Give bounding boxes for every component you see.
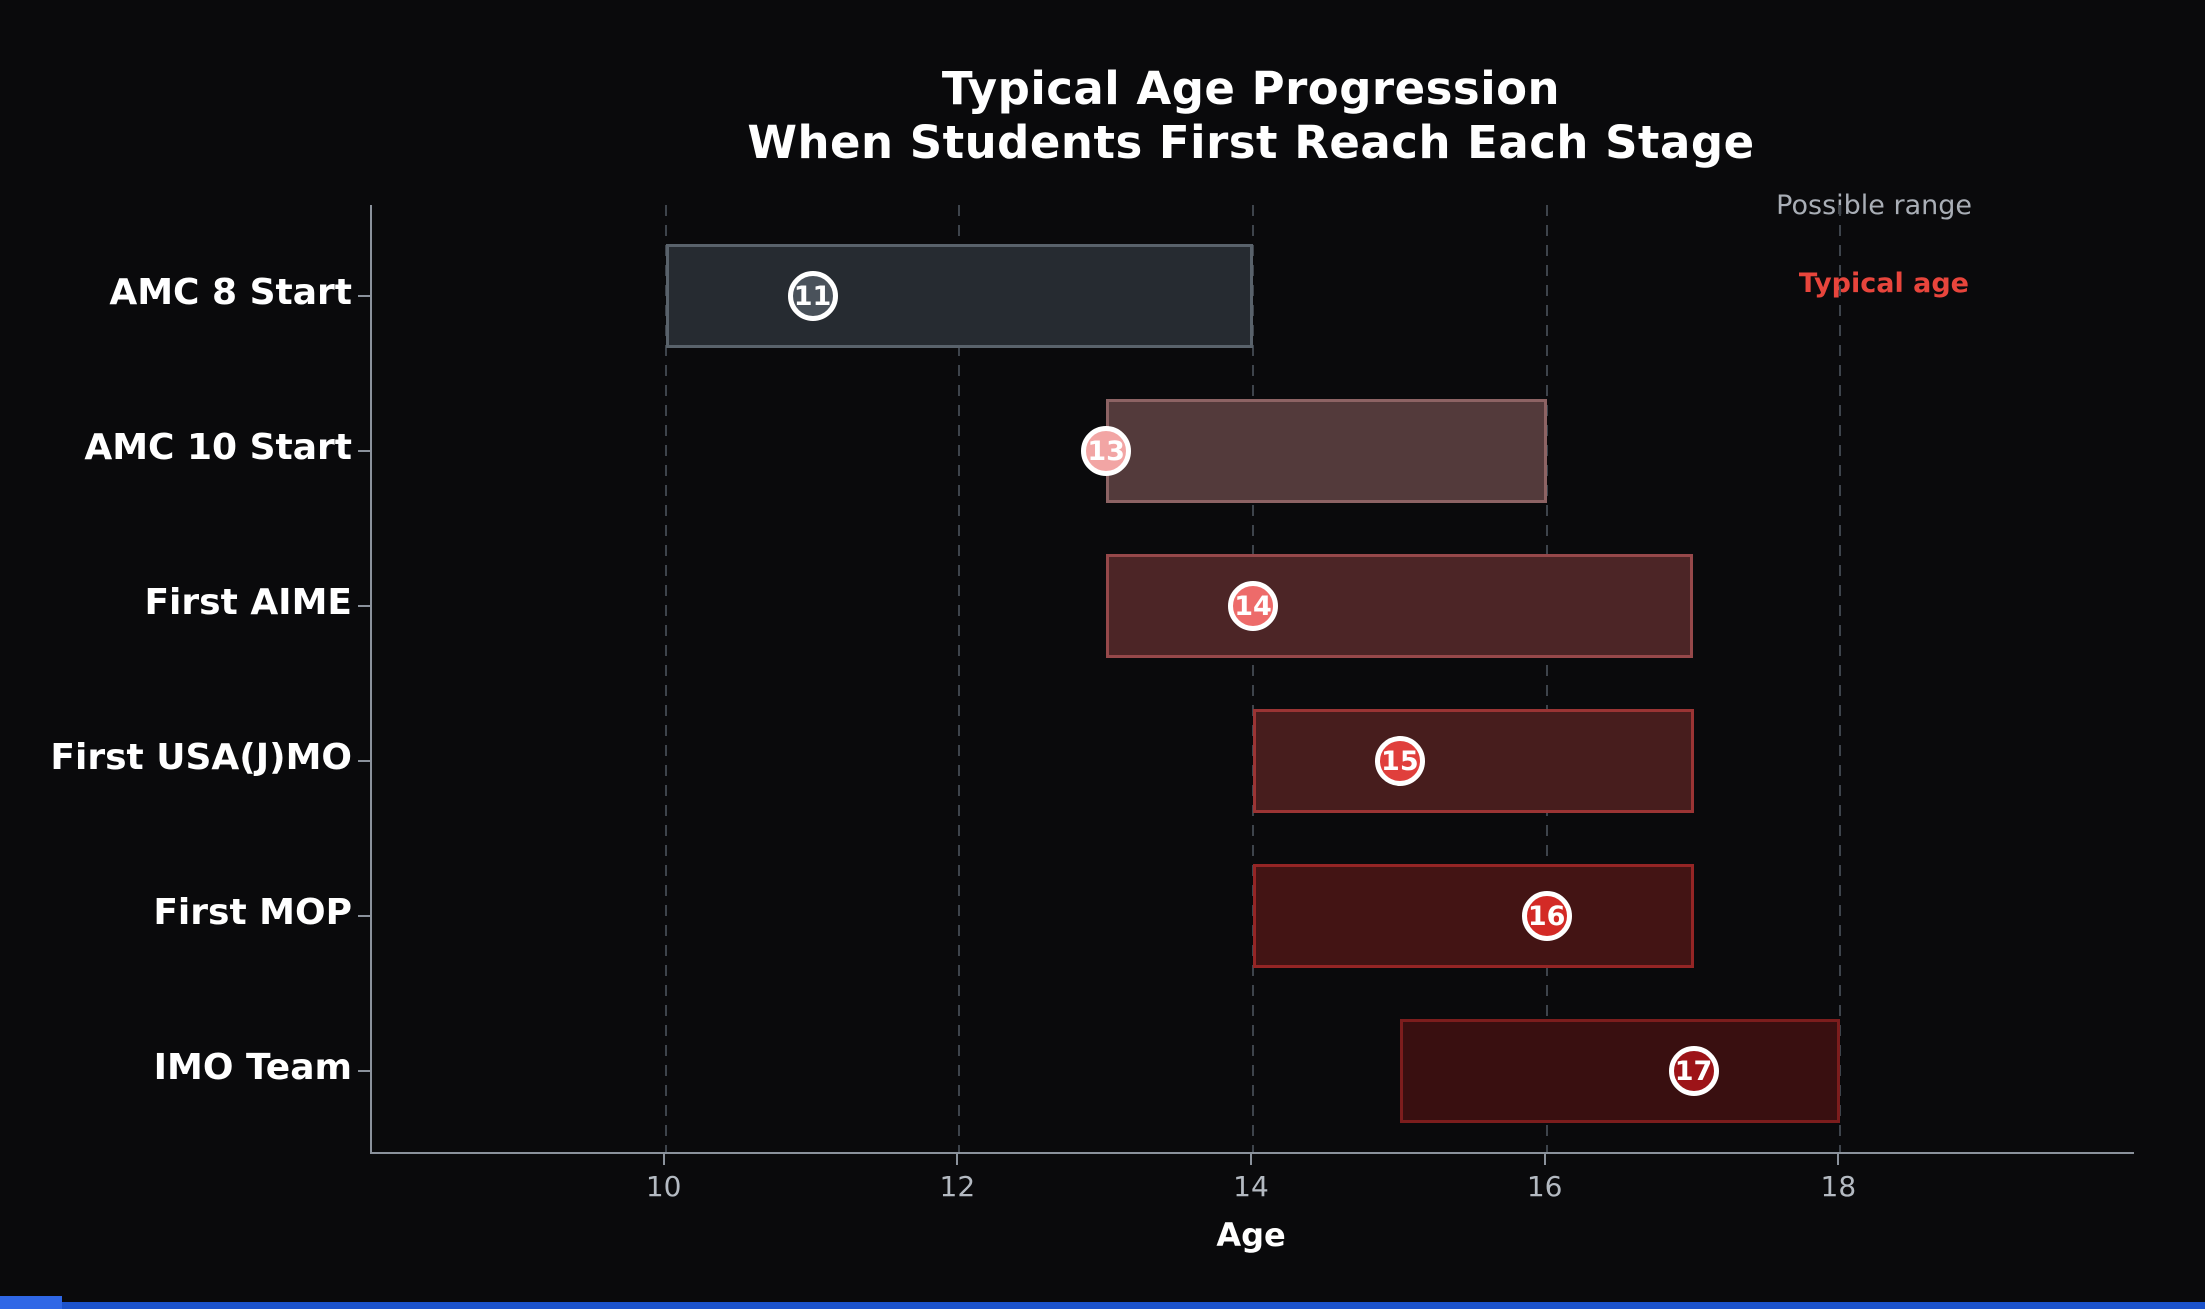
typical-age-marker: 14 <box>1228 581 1278 631</box>
range-bar <box>1399 1019 1841 1123</box>
y-axis-label: First MOP <box>153 892 352 933</box>
y-tick-mark <box>358 295 370 297</box>
range-bar <box>1253 864 1694 968</box>
range-bar <box>1253 709 1694 813</box>
x-axis-title: Age <box>1216 1216 1286 1254</box>
range-bar <box>1106 399 1547 503</box>
y-axis-label: IMO Team <box>153 1047 352 1088</box>
gridline-age-16 <box>1545 205 1548 1152</box>
x-tick-mark <box>1543 1154 1546 1165</box>
typical-age-marker: 11 <box>787 271 838 321</box>
y-axis-label: First AIME <box>144 582 352 623</box>
bottom-accent-strip-corner <box>0 1296 62 1309</box>
legend-possible-range-label: Possible range <box>1776 190 1972 221</box>
y-tick-mark <box>358 915 370 917</box>
bottom-accent-strip <box>0 1302 2205 1309</box>
gridline-age-10 <box>664 205 667 1152</box>
y-tick-mark <box>358 1070 370 1072</box>
chart-title-line2: When Students First Reach Each Stage <box>747 116 1755 169</box>
x-tick-mark <box>956 1154 959 1165</box>
y-axis-label: AMC 8 Start <box>109 272 352 313</box>
x-tick-label: 10 <box>645 1170 682 1203</box>
chart-title: Typical Age Progression When Students Fi… <box>370 62 2132 170</box>
gridline-age-12 <box>958 205 961 1152</box>
range-bar <box>1106 554 1694 658</box>
typical-age-marker: 15 <box>1374 736 1425 786</box>
y-tick-mark <box>358 760 370 762</box>
x-tick-label: 16 <box>1526 1170 1563 1203</box>
y-tick-mark <box>358 605 370 607</box>
x-tick-mark <box>662 1154 665 1165</box>
typical-age-marker: 16 <box>1521 891 1572 941</box>
range-bar <box>665 244 1253 348</box>
x-tick-label: 18 <box>1820 1170 1857 1203</box>
chart-title-line1: Typical Age Progression <box>941 62 1561 115</box>
plot-area: 11 13 14 15 16 17 <box>370 205 2134 1154</box>
y-axis-label: AMC 10 Start <box>84 427 352 468</box>
gridline-age-14 <box>1252 205 1254 1152</box>
y-tick-mark <box>358 450 370 452</box>
typical-age-marker: 17 <box>1668 1046 1719 1096</box>
x-tick-mark <box>1250 1154 1252 1165</box>
x-tick-mark <box>1837 1154 1840 1165</box>
gridline-age-18 <box>1839 205 1842 1152</box>
x-tick-label: 12 <box>939 1170 976 1203</box>
x-tick-label: 14 <box>1233 1170 1269 1203</box>
typical-age-marker: 13 <box>1081 426 1132 476</box>
y-axis-label: First USA(J)MO <box>50 737 352 778</box>
legend-typical-age-label: Typical age <box>1798 268 1969 299</box>
